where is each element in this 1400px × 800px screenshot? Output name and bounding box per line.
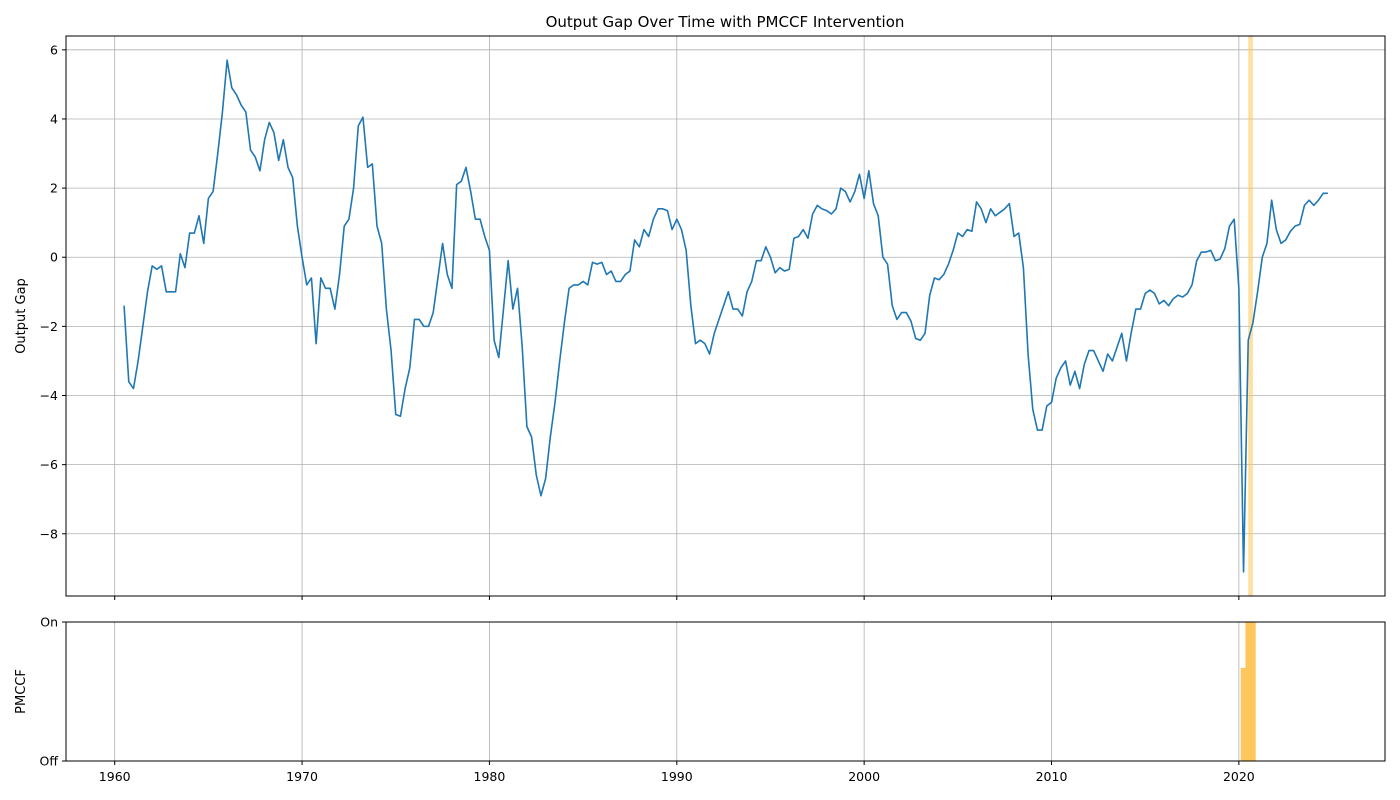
output-gap-grid [66, 36, 1385, 596]
pmccf-x-ticks: 1960 1970 1980 1990 2000 2010 2020 [99, 761, 1255, 784]
bottom-x-tick-label-2: 1980 [474, 769, 506, 784]
chart-title: Output Gap Over Time with PMCCF Interven… [546, 13, 905, 31]
pmccf-shaded-region [1248, 36, 1253, 596]
bottom-x-tick-label-3: 1990 [661, 769, 693, 784]
pmccf-y-axis-label: PMCCF [14, 669, 29, 714]
bottom-x-tick-label-5: 2010 [1036, 769, 1068, 784]
output-gap-series [123, 59, 1328, 573]
pmccf-grid [114, 622, 1240, 761]
top-y-tick-label-5: −4 [40, 388, 58, 403]
bottom-x-tick-label-6: 2020 [1223, 769, 1255, 784]
pmccf-plot-frame [65, 621, 1386, 762]
pmccf-bars [1240, 622, 1256, 761]
top-y-tick-label-7: −8 [40, 526, 58, 541]
top-y-tick-label-1: 4 [50, 111, 58, 126]
output-gap-line [123, 59, 1328, 573]
pmccf-bar-1 [1245, 622, 1256, 761]
top-y-tick-label-4: −2 [40, 319, 58, 334]
pmccf-intervention-shade [1248, 36, 1253, 596]
pmccf-panel: On Off 1960 1970 1980 1990 2000 2010 2020 PMCCF [14, 615, 1386, 784]
top-y-tick-label-6: −6 [40, 457, 58, 472]
pmccf-y-ticks: On Off [40, 615, 66, 769]
bottom-x-tick-label-1: 1970 [286, 769, 318, 784]
output-gap-y-axis-label: Output Gap [14, 278, 29, 354]
output-gap-y-ticks: 6 4 2 0 −2 −4 −6 −8 [40, 42, 66, 541]
top-y-tick-label-2: 2 [50, 181, 58, 196]
bottom-y-tick-label-0: On [40, 615, 58, 630]
bottom-y-tick-label-1: Off [40, 754, 59, 769]
bottom-x-tick-label-4: 2000 [848, 769, 880, 784]
output-gap-plot-frame [65, 35, 1386, 597]
output-gap-panel: 6 4 2 0 −2 −4 −6 −8 Output Gap [14, 35, 1386, 600]
output-gap-x-ticks [114, 596, 1240, 600]
pmccf-bar-0 [1240, 667, 1246, 761]
top-y-tick-label-0: 6 [50, 42, 58, 57]
top-y-tick-label-3: 0 [50, 250, 58, 265]
bottom-x-tick-label-0: 1960 [99, 769, 131, 784]
